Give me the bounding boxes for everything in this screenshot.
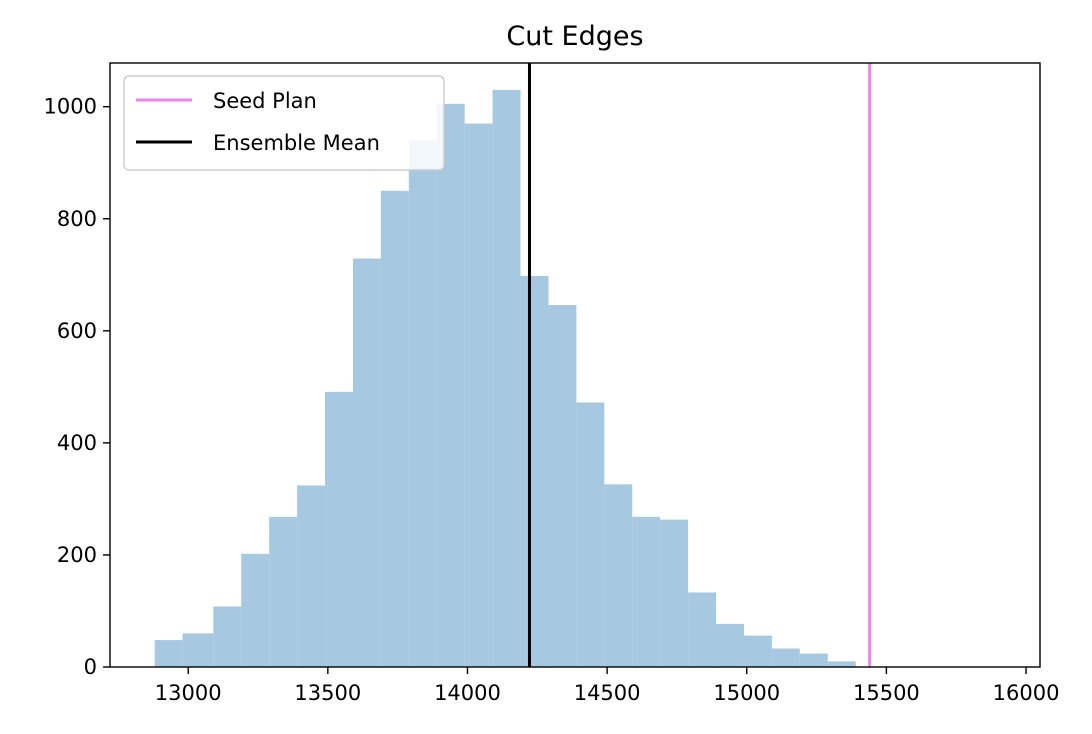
x-tick-label-6: 16000 — [993, 681, 1060, 705]
histogram-bar-17 — [632, 516, 661, 667]
y-tick-label-5: 1000 — [44, 95, 97, 119]
x-tick-label-2: 14000 — [434, 681, 501, 705]
histogram-bar-4 — [269, 516, 298, 667]
histogram-bar-10 — [436, 103, 465, 667]
histogram-bar-11 — [464, 123, 493, 667]
histogram-bar-23 — [799, 653, 828, 667]
histogram-bar-16 — [604, 484, 633, 667]
histogram-bar-9 — [408, 140, 437, 667]
plot-frame — [109, 62, 1041, 668]
y-tick-label-4: 800 — [57, 207, 97, 231]
histogram-bar-8 — [380, 190, 409, 667]
histogram-bar-6 — [325, 391, 353, 667]
histogram-bar-12 — [492, 89, 521, 668]
histogram-bar-14 — [548, 305, 577, 667]
x-tick-label-1: 13500 — [294, 681, 361, 705]
histogram-bar-20 — [716, 623, 744, 667]
reference-lines — [527, 63, 872, 667]
x-axis-ticks: 13000 13500 14000 14500 15000 15500 16000 — [155, 667, 1060, 705]
x-tick-label-4: 15000 — [713, 681, 780, 705]
x-tick-label-0: 13000 — [155, 681, 222, 705]
histogram-bar-3 — [241, 553, 270, 667]
histogram-bar-5 — [297, 485, 326, 667]
histogram-bar-13 — [520, 275, 549, 667]
y-tick-label-2: 400 — [57, 431, 97, 455]
legend-box — [123, 75, 445, 171]
histogram-bar-0 — [154, 640, 183, 667]
legend: Seed Plan Ensemble Mean — [123, 75, 445, 171]
histogram-bar-2 — [213, 606, 242, 667]
histogram-bar-15 — [576, 402, 605, 667]
legend-ensemble-mean-label: Ensemble Mean — [213, 131, 380, 155]
chart-title: Cut Edges — [506, 21, 643, 52]
legend-seed-plan-label: Seed Plan — [213, 89, 317, 113]
histogram-bar-18 — [660, 519, 689, 667]
histogram-bar-19 — [688, 592, 717, 667]
histogram-bars — [154, 89, 856, 668]
y-tick-label-0: 0 — [84, 655, 97, 679]
y-tick-label-1: 200 — [57, 543, 97, 567]
histogram-bar-22 — [771, 648, 800, 667]
y-tick-label-3: 600 — [57, 319, 97, 343]
y-axis-ticks: 0 200 400 600 800 1000 — [44, 95, 110, 679]
x-tick-label-5: 15500 — [853, 681, 920, 705]
histogram-bar-21 — [743, 635, 772, 667]
histogram-bar-24 — [827, 661, 856, 667]
histogram-bar-7 — [352, 258, 381, 667]
x-tick-label-3: 14500 — [574, 681, 641, 705]
histogram-bar-1 — [182, 633, 214, 667]
